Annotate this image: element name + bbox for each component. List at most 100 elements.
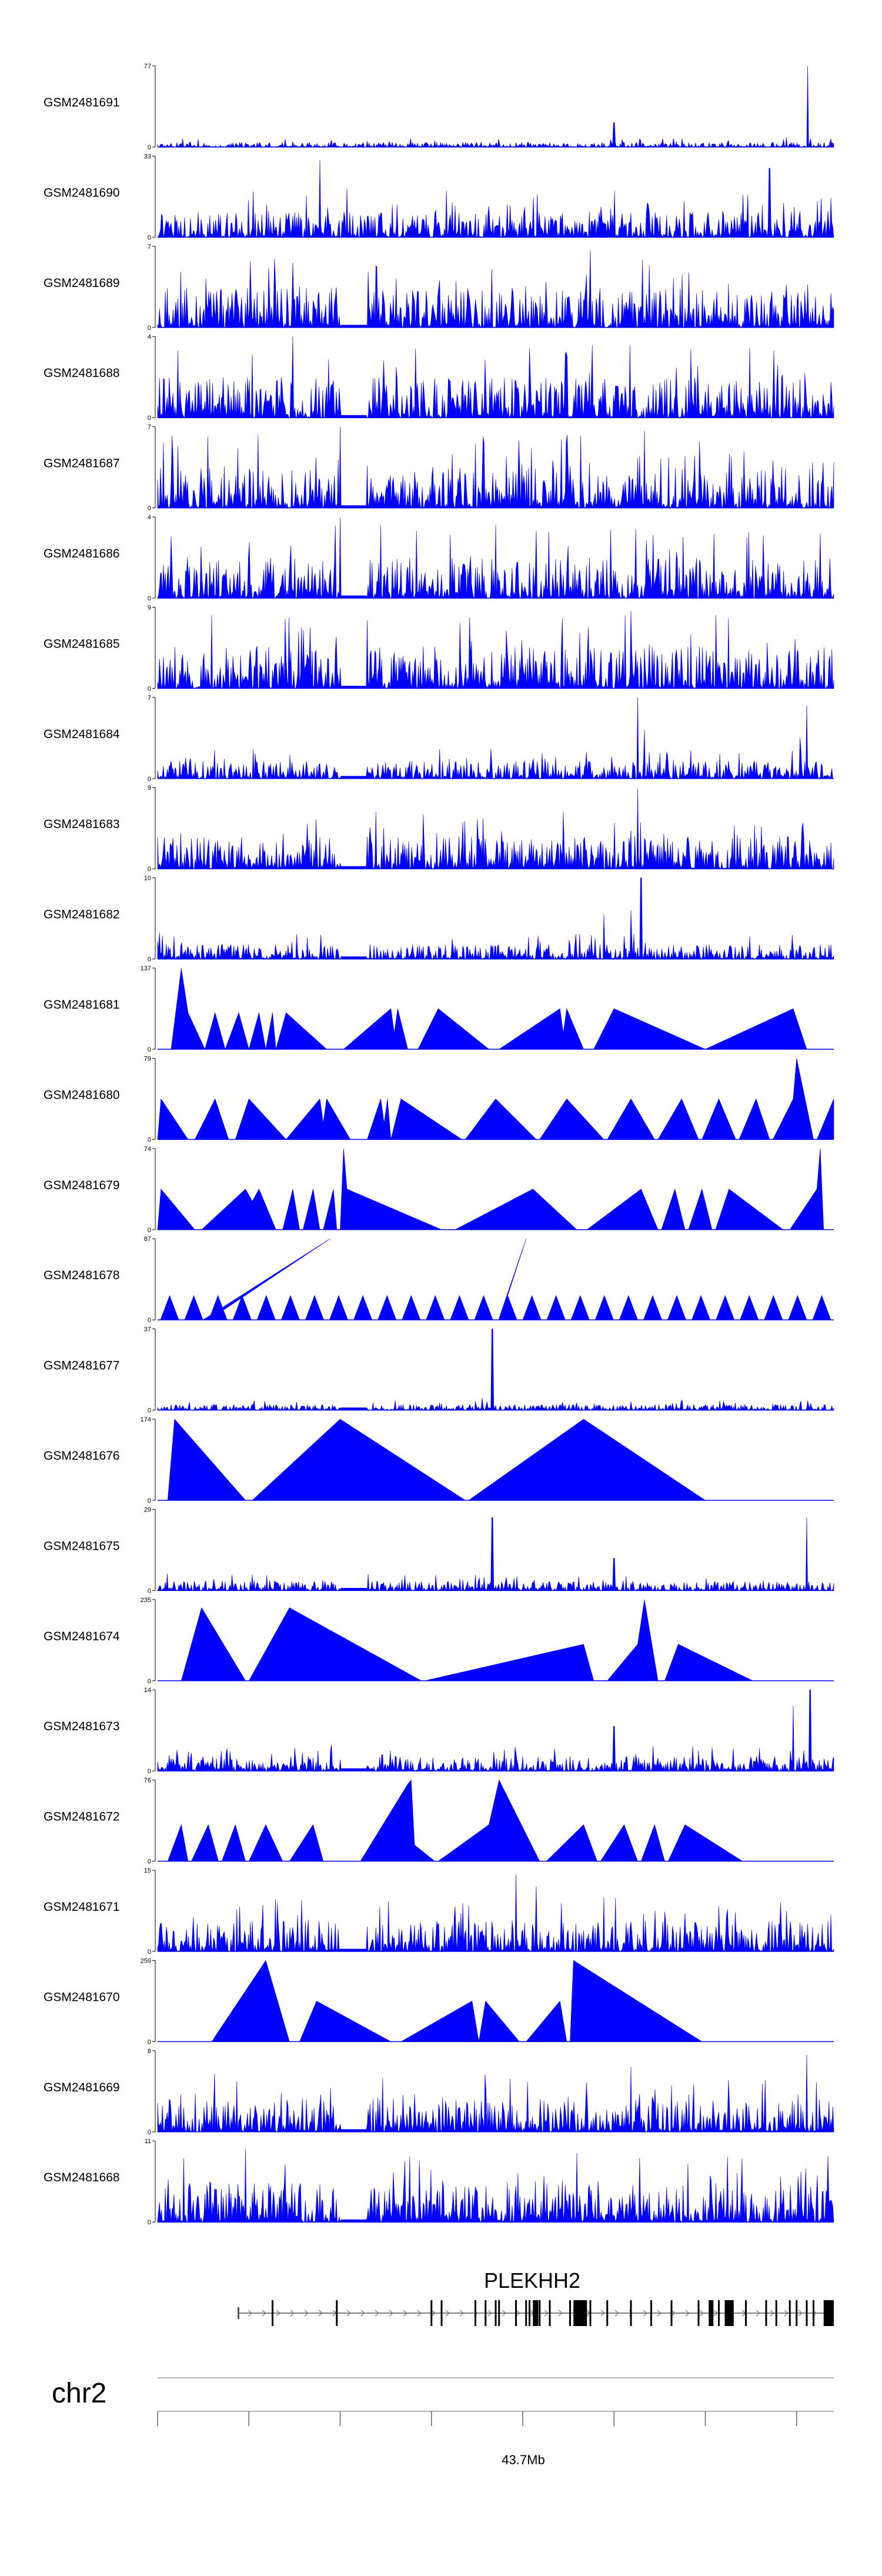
track-GSM2481681: GSM2481681 137 0 [44,965,834,1053]
track-label: GSM2481673 [44,1720,120,1733]
exon [529,2300,530,2326]
coverage-area [158,1779,834,1861]
y-max-label: 15 [144,1867,151,1874]
y-min-label: 0 [148,776,151,783]
y-max-label: 33 [144,153,151,160]
exon [806,2300,808,2326]
exon [495,2300,497,2326]
strand-arrow [614,2310,619,2317]
strand-arrow [784,2310,789,2317]
y-max-label: 77 [144,63,151,70]
track-GSM2481675: GSM2481675 29 0 [44,1506,834,1594]
track-label: GSM2481686 [44,547,120,560]
coverage-area [157,697,834,779]
y-max-label: 76 [144,1777,151,1784]
track-label: GSM2481689 [44,276,120,290]
y-min-label: 0 [148,1136,151,1143]
exon [569,2300,571,2326]
coverage-area [158,1419,834,1501]
y-max-label: 9 [148,785,151,792]
coverage-area [157,1517,834,1591]
coverage-area [157,789,834,870]
track-label: GSM2481681 [44,998,120,1012]
y-max-label: 74 [144,1146,151,1153]
coverage-area [157,2054,834,2133]
y-max-label: 174 [141,1416,151,1423]
strand-arrow [798,2310,803,2317]
coverage-area [158,967,834,1050]
y-min-label: 0 [148,956,151,963]
exon [630,2300,632,2326]
strand-arrow [544,2310,549,2317]
exon [440,2300,443,2326]
track-GSM2481673: GSM2481673 14 0 [44,1687,834,1775]
track-GSM2481688: GSM2481688 4 0 [44,333,834,422]
strand-arrow [657,2310,662,2317]
track-label: GSM2481684 [44,728,120,741]
strand-arrow [290,2310,295,2317]
y-max-label: 10 [144,875,151,882]
x-tick-label: 43.7Mb [502,2452,544,2467]
y-max-label: 7 [148,243,151,251]
track-GSM2481674: GSM2481674 235 0 [44,1597,834,1685]
exon [718,2300,720,2326]
exon [765,2300,767,2326]
y-max-label: 137 [141,965,151,972]
track-label: GSM2481679 [44,1179,120,1192]
chromosome-label: chr2 [52,2378,106,2409]
gene-label: PLEKHH2 [484,2268,580,2293]
track-GSM2481691: GSM2481691 77 0 [44,63,834,151]
track-label: GSM2481668 [44,2171,120,2184]
y-max-label: 4 [148,333,151,341]
track-GSM2481672: GSM2481672 76 0 [44,1777,834,1866]
y-max-label: 79 [144,1055,151,1062]
strand-arrow [360,2310,365,2317]
strand-arrow [375,2310,379,2317]
track-GSM2481668: GSM2481668 11 0 [44,2138,834,2226]
strand-arrow [713,2310,718,2317]
coverage-area [158,1238,834,1320]
y-min-label: 0 [148,1948,151,1956]
exon [589,2300,592,2326]
strand-arrow [431,2310,436,2317]
y-min-label: 0 [148,1678,151,1685]
track-label: GSM2481680 [44,1088,120,1102]
exon [485,2300,487,2326]
strand-arrow [248,2310,252,2317]
exon-block [533,2300,539,2326]
exon [796,2300,798,2326]
y-min-label: 0 [148,1407,151,1414]
track-GSM2481676: GSM2481676 174 0 [44,1416,834,1504]
y-min-label: 0 [148,2129,151,2136]
track-GSM2481679: GSM2481679 74 0 [44,1146,834,1234]
track-label: GSM2481683 [44,817,120,831]
strand-arrow [699,2310,704,2317]
exon-block [726,2300,734,2326]
track-GSM2481687: GSM2481687 7 0 [44,424,834,512]
strand-arrow [487,2310,492,2317]
track-label: GSM2481685 [44,637,120,650]
track-label: GSM2481675 [44,1539,120,1553]
track-label: GSM2481677 [44,1359,120,1373]
coverage-area [157,1689,834,1772]
exon [745,2300,747,2326]
track-GSM2481680: GSM2481680 79 0 [44,1055,834,1143]
y-min-label: 0 [148,1046,151,1053]
exon [697,2300,700,2326]
track-GSM2481682: GSM2481682 10 0 [44,875,834,963]
y-max-label: 14 [144,1687,151,1694]
y-min-label: 0 [148,325,151,332]
track-label: GSM2481670 [44,1990,120,2004]
strand-arrow [600,2310,605,2317]
y-max-label: 11 [145,2138,151,2145]
track-GSM2481671: GSM2481671 15 0 [44,1867,834,1956]
strand-arrow [558,2310,563,2317]
y-min-label: 0 [148,685,151,692]
y-max-label: 235 [141,1597,151,1604]
coverage-area [157,65,834,148]
exon [650,2300,652,2326]
track-GSM2481677: GSM2481677 37 0 [44,1326,834,1414]
strand-arrow [304,2310,309,2317]
track-label: GSM2481688 [44,366,120,380]
y-max-label: 87 [144,1236,151,1243]
